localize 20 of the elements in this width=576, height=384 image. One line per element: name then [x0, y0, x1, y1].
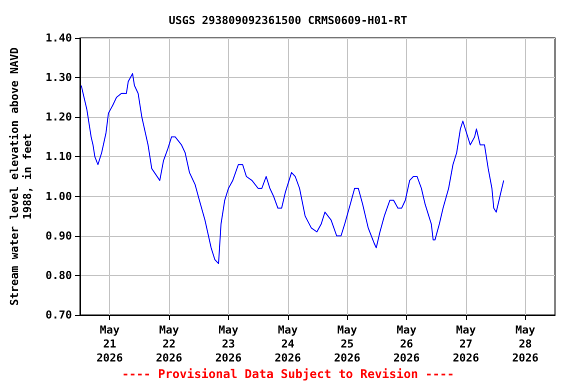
- y-tick-label: 1.30: [46, 71, 72, 84]
- x-tick-label: May 22 2026: [156, 324, 183, 364]
- y-tick-label: 0.90: [46, 229, 72, 242]
- x-tick-label: May 23 2026: [215, 324, 242, 364]
- x-tick-label: May 25 2026: [334, 324, 361, 364]
- y-tick-label: 0.80: [46, 268, 72, 282]
- y-tick-label: 1.20: [46, 110, 72, 124]
- x-tick-label: May 27 2026: [452, 324, 480, 364]
- x-tick-label: May 28 2026: [512, 324, 539, 364]
- y-axis-title: Stream water level elevation above NAVD 1988, in feet: [8, 46, 34, 306]
- x-tick-label: May 21 2026: [96, 324, 124, 364]
- line-series: [80, 73, 504, 264]
- y-tick-label: 1.00: [46, 190, 72, 203]
- x-tick-label: May 24 2026: [274, 324, 302, 364]
- chart-title: USGS 293809092361500 CRMS0609-H01-RT: [168, 14, 408, 27]
- y-tick-label: 1.40: [46, 32, 72, 44]
- y-tick-label: 0.70: [46, 308, 72, 322]
- y-tick-label: 1.10: [46, 150, 72, 164]
- text: ---- Provisional Data Subject to Revision ----: [122, 367, 454, 381]
- x-tick-label: May 26 2026: [393, 324, 420, 364]
